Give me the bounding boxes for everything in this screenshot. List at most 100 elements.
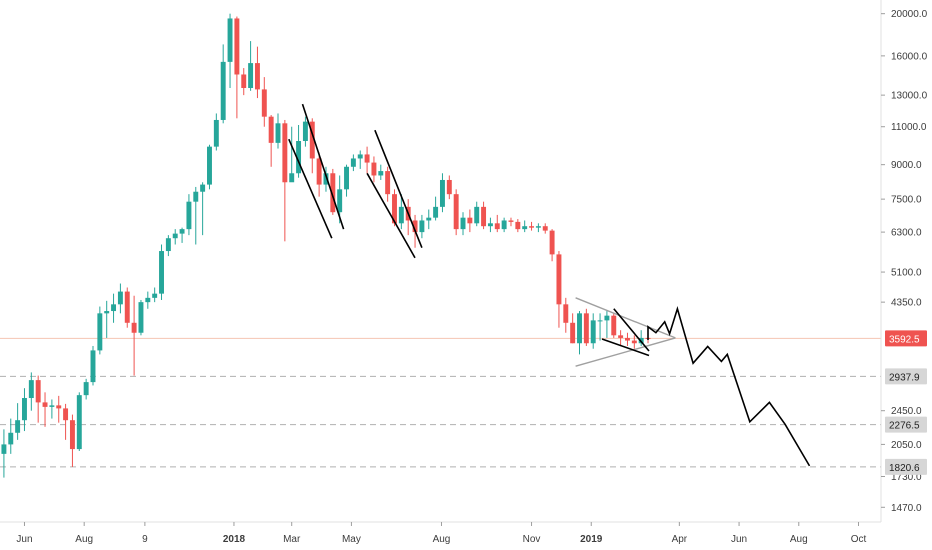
candle-body <box>8 432 14 445</box>
candle <box>97 306 103 355</box>
candle-body <box>124 291 130 323</box>
candle-body <box>563 304 569 323</box>
wedge-lower[interactable] <box>601 338 650 357</box>
time-tick-label: Aug <box>433 534 451 545</box>
horizontal-levels <box>0 337 881 468</box>
candle <box>261 77 267 127</box>
candle <box>439 173 445 213</box>
price-tick-label: 2450.0 <box>891 406 922 417</box>
candle <box>618 330 624 346</box>
triangle-lower[interactable] <box>575 337 676 367</box>
trend-drawings[interactable] <box>288 103 811 467</box>
candle <box>63 403 69 440</box>
candle-body <box>207 146 212 185</box>
candle <box>316 152 322 197</box>
candle-body <box>535 226 541 228</box>
candle-body <box>357 154 363 159</box>
time-axis[interactable]: Jun Aug 9 2018 Mar May Aug Nov 2019 Apr Jun Aug Oct <box>0 521 881 545</box>
candle <box>179 227 185 243</box>
candle-body <box>289 173 295 183</box>
candle <box>56 395 62 423</box>
price-tick-label: 6300.0 <box>891 228 922 239</box>
candle <box>481 201 487 230</box>
trendline-2a[interactable] <box>366 172 416 259</box>
price-tick-label: 5100.0 <box>891 268 922 279</box>
candle-body <box>15 420 21 433</box>
price-axis[interactable]: 20000.0 16000.0 13000.0 11000.0 9000.0 7500.0… <box>880 0 928 522</box>
level-badge: 2276.5 <box>885 416 927 433</box>
wedge-upper[interactable] <box>613 308 650 352</box>
candle-body <box>261 89 267 117</box>
candle <box>515 219 521 233</box>
time-tick-label: Mar <box>283 534 301 545</box>
candle <box>15 403 21 440</box>
candle-body <box>248 63 254 88</box>
time-tick-label: Jun <box>16 534 32 545</box>
candle <box>604 311 610 338</box>
price-tick-label: 9000.0 <box>891 160 922 171</box>
price-tick-label: 13000.0 <box>891 91 928 102</box>
candle-body <box>577 313 582 344</box>
trendline-1b[interactable] <box>301 103 345 230</box>
candle-body <box>385 171 391 195</box>
candle <box>433 196 439 221</box>
level-badge: 1820.6 <box>885 458 927 475</box>
candle-body <box>604 315 610 321</box>
candle <box>577 311 582 355</box>
candle-body <box>529 226 535 228</box>
candle <box>124 287 130 328</box>
candle <box>42 392 48 427</box>
triangle-upper[interactable] <box>575 297 676 339</box>
candle <box>268 115 274 167</box>
candle <box>460 212 466 236</box>
trendline-1a[interactable] <box>288 138 333 239</box>
candle-body <box>28 380 34 399</box>
candle <box>275 113 281 149</box>
candle-body <box>97 313 103 351</box>
candle <box>131 295 137 376</box>
candle <box>344 164 349 197</box>
candle <box>138 299 144 336</box>
candle-body <box>337 189 343 213</box>
candle-body <box>275 123 281 143</box>
candle <box>49 399 55 419</box>
candle-body <box>590 320 596 344</box>
candle <box>172 229 178 245</box>
candle <box>467 209 473 233</box>
candle-body <box>419 220 425 233</box>
candle-body <box>186 201 192 230</box>
svg-text:2276.5: 2276.5 <box>889 421 920 432</box>
candle-body <box>111 304 117 312</box>
candle <box>542 223 548 234</box>
candle-body <box>323 173 329 185</box>
time-tick-label: May <box>342 534 361 545</box>
candle-body <box>42 402 48 407</box>
candle <box>117 283 123 314</box>
candle-body <box>433 206 439 218</box>
candle-body <box>556 254 562 305</box>
candle-body <box>213 119 219 147</box>
candle <box>357 150 363 169</box>
trendline-2b[interactable] <box>374 129 423 248</box>
candle-body <box>268 116 274 143</box>
candle-body <box>350 158 356 167</box>
candle-body <box>35 380 41 403</box>
candle <box>522 220 528 233</box>
candlesticks <box>1 13 651 478</box>
candle <box>529 221 535 231</box>
candle <box>535 223 541 233</box>
candle <box>83 378 89 400</box>
candle <box>104 300 110 338</box>
candle <box>90 345 96 386</box>
candle-body <box>152 293 158 298</box>
svg-text:2937.9: 2937.9 <box>889 372 920 383</box>
candle <box>1 429 7 478</box>
candle <box>398 194 404 230</box>
candle-body <box>330 173 336 213</box>
projection-path[interactable] <box>647 306 811 467</box>
time-tick-label: Aug <box>790 534 808 545</box>
candle-body <box>296 140 302 174</box>
candle <box>145 291 151 309</box>
candle <box>487 217 493 233</box>
